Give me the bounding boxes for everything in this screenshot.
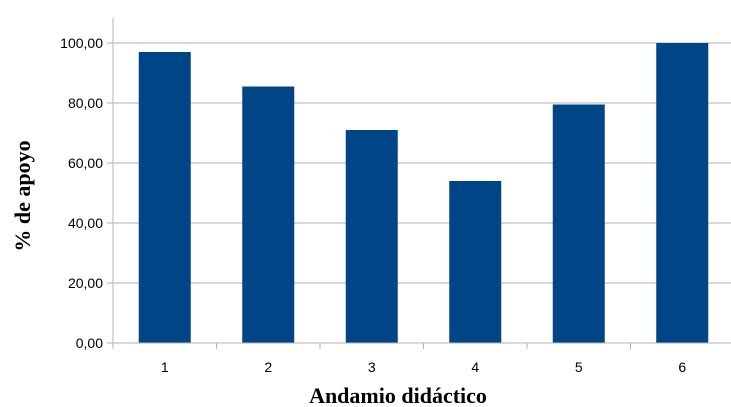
x-axis	[112, 342, 731, 349]
y-tick-label: 0,00	[76, 335, 103, 351]
y-tick-label: 100,00	[60, 35, 103, 51]
y-tick-labels: 0,00 20,00 40,00 60,00 80,00 100,00	[60, 35, 103, 351]
y-tick-label: 60,00	[68, 155, 103, 171]
x-tick-label: 4	[471, 359, 479, 375]
y-tick-label: 80,00	[68, 95, 103, 111]
bar-2	[242, 86, 295, 343]
x-tick-label: 5	[575, 359, 583, 375]
bars	[138, 43, 709, 343]
gridlines	[107, 18, 731, 344]
bar-4	[449, 181, 502, 343]
x-axis-title: Andamio didáctico	[309, 383, 487, 407]
x-tick-label: 3	[368, 359, 376, 375]
x-tick-label: 6	[678, 359, 686, 375]
y-tick-label: 40,00	[68, 215, 103, 231]
x-tick-label: 1	[161, 359, 169, 375]
x-tick-label: 2	[264, 359, 272, 375]
y-axis-title: % de apoyo	[10, 140, 35, 251]
bar-6	[656, 43, 709, 343]
bar-5	[552, 104, 605, 343]
x-tick-labels: 1 2 3 4 5 6	[161, 359, 687, 375]
y-tick-label: 20,00	[68, 275, 103, 291]
bar-1	[138, 52, 191, 343]
bar-3	[345, 130, 398, 343]
